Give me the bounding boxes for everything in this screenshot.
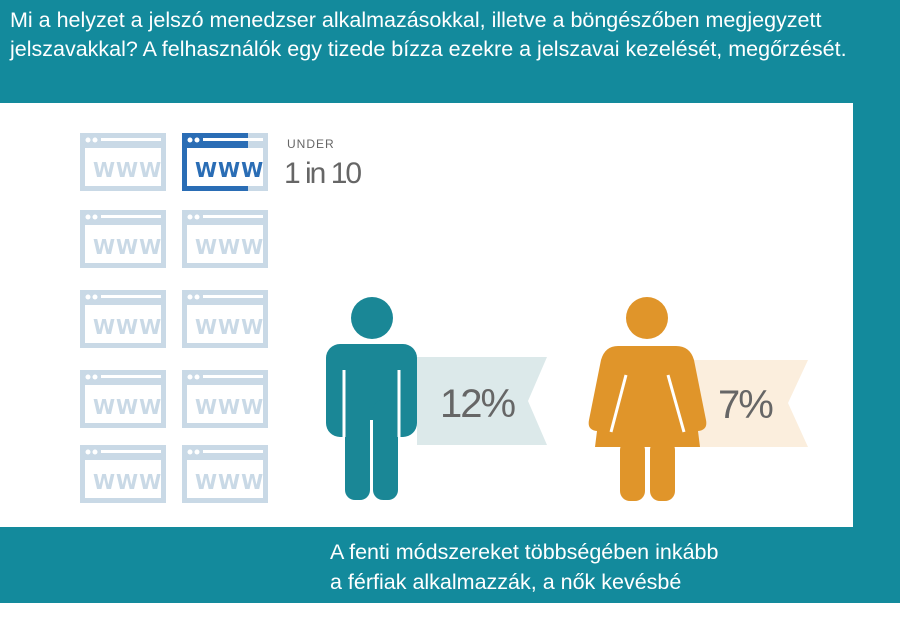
woman-icon-outline [609, 374, 686, 433]
browser-label: WWW [195, 470, 264, 494]
browser-label: WWW [93, 470, 162, 494]
men-percentage: 12% [440, 382, 515, 426]
man-icon-outline [342, 370, 401, 500]
women-flag [680, 360, 808, 447]
browser-icon: WWW [80, 290, 166, 348]
men-flag [417, 357, 547, 445]
woman-icon [588, 297, 707, 501]
footer-line-1: A fenti módszereket többségében inkább [330, 540, 719, 564]
browser-icon-highlighted: WWW [182, 133, 268, 191]
ratio-text: 1 in 10 [284, 157, 361, 190]
ratio-prefix: UNDER [287, 137, 335, 151]
browser-icon: WWW [80, 370, 166, 428]
browser-label: WWW [195, 395, 264, 419]
browser-icon: WWW [80, 210, 166, 268]
browser-icon: WWW [182, 445, 268, 503]
women-percentage: 7% [718, 383, 773, 427]
browser-icon: WWW [182, 290, 268, 348]
browser-icon: WWW [182, 210, 268, 268]
browser-label: WWW [195, 235, 264, 259]
browser-label: WWW [195, 158, 264, 182]
browser-icon: WWW [182, 370, 268, 428]
man-icon [326, 297, 417, 500]
browser-label: WWW [93, 158, 162, 182]
footer-line-2: a férfiak alkalmazzák, a nők kevésbé [330, 570, 682, 594]
browser-label: WWW [93, 315, 162, 339]
footer-caption: A fenti módszereket többségében inkább a… [330, 537, 718, 597]
browser-label: WWW [93, 235, 162, 259]
browser-label: WWW [93, 395, 162, 419]
browser-icon: WWW [80, 445, 166, 503]
page-title: Mi a helyzet a jelszó menedzser alkalmaz… [10, 8, 847, 61]
browser-icon: WWW [80, 133, 166, 191]
browser-label: WWW [195, 315, 264, 339]
